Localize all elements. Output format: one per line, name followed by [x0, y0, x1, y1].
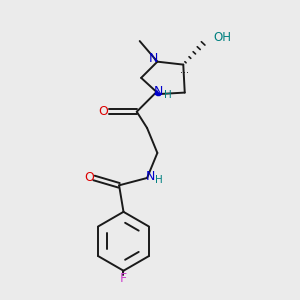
Text: O: O	[84, 171, 94, 184]
Polygon shape	[155, 91, 159, 94]
Text: N: N	[154, 85, 164, 98]
Text: OH: OH	[214, 31, 232, 44]
Text: ···: ···	[180, 68, 189, 78]
Text: F: F	[120, 272, 127, 286]
Text: N: N	[148, 52, 158, 64]
Text: N: N	[145, 170, 155, 183]
Text: O: O	[98, 105, 108, 118]
Text: H: H	[164, 90, 172, 100]
Text: H: H	[155, 175, 163, 185]
